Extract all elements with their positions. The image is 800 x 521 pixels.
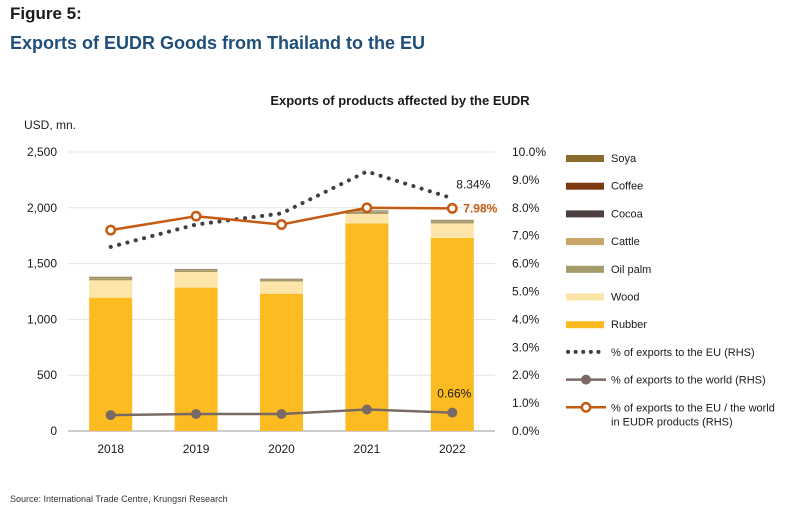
bar-rubber [430, 237, 474, 431]
legend-swatch [566, 182, 604, 190]
y-tick-label: 2,500 [27, 145, 57, 159]
annotation-eu-world-share: 7.98% [463, 201, 497, 215]
marker-eu-share-of-world [276, 219, 287, 230]
y2-tick-label: 2.0% [512, 368, 540, 382]
y-axis-label: USD, mn. [24, 118, 76, 132]
y2-tick-label: 8.0% [512, 201, 540, 215]
figure-label: Figure 5: [10, 4, 82, 23]
legend-swatch [566, 293, 604, 301]
source-note: Source: International Trade Centre, Krun… [10, 494, 228, 504]
y-tick-label: 0 [50, 424, 57, 438]
legend-swatch [566, 155, 604, 162]
bar-wood [430, 223, 474, 238]
bar-wood [345, 213, 389, 224]
legend-swatch-marker [580, 401, 592, 413]
marker-eu-share-of-world [105, 224, 117, 236]
x-tick-label: 2018 [97, 442, 124, 456]
y2-tick-label: 0.0% [512, 424, 540, 438]
legend-label: Cocoa [611, 208, 644, 220]
y2-tick-label: 5.0% [512, 285, 540, 299]
y-tick-label: 1,500 [27, 257, 57, 271]
legend-label: % of exports to the EU / the world in EUD… [611, 402, 775, 428]
legend-label: % of exports to the world (RHS) [611, 375, 766, 387]
bar-rubber [260, 293, 303, 431]
legend-label: Oil palm [611, 264, 651, 276]
annotation-eu-share: 8.34% [456, 177, 490, 191]
figure-title: Exports of EUDR Goods from Thailand to t… [10, 33, 426, 53]
marker-exports-to-world [105, 410, 116, 421]
chart-title: Exports of products affected by the EUDR [270, 93, 530, 108]
marker-eu-share-of-world [190, 210, 202, 222]
bar-wood [174, 271, 218, 288]
bar-rubber [174, 287, 218, 431]
marker-exports-to-world [361, 404, 372, 415]
x-tick-label: 2020 [268, 442, 295, 456]
x-tick-label: 2022 [439, 442, 466, 456]
legend-label: Cattle [611, 236, 640, 248]
legend-label: % of exports to the EU (RHS) [611, 347, 755, 359]
marker-exports-to-world [447, 407, 458, 418]
y2-tick-label: 6.0% [512, 257, 540, 271]
legend-swatch [566, 210, 604, 218]
bar-oil-palm [174, 270, 218, 272]
legend-label: Coffee [611, 181, 643, 193]
legend-label: Rubber [611, 319, 647, 331]
bar-wood [89, 280, 133, 298]
y2-tick-label: 1.0% [512, 396, 540, 410]
bar-wood [260, 281, 303, 294]
bar-cattle [174, 269, 218, 271]
x-tick-label: 2021 [354, 442, 381, 456]
legend-label: Wood [611, 292, 640, 304]
y2-tick-label: 9.0% [512, 173, 540, 187]
legend-swatch [566, 265, 604, 273]
marker-exports-to-world [191, 408, 202, 419]
legend-label: Soya [611, 153, 637, 165]
y2-tick-label: 3.0% [512, 340, 540, 354]
legend-swatch [566, 321, 604, 329]
bar-oil-palm [430, 221, 474, 224]
legend-swatch-marker [581, 374, 591, 385]
bar-oil-palm [260, 279, 303, 282]
marker-eu-share-of-world [361, 202, 373, 214]
y2-tick-label: 10.0% [512, 145, 546, 159]
y-tick-label: 500 [37, 368, 57, 382]
y-tick-label: 2,000 [27, 201, 57, 215]
marker-eu-share-of-world [446, 202, 458, 214]
y2-tick-label: 4.0% [512, 312, 540, 326]
marker-exports-to-world [276, 408, 287, 419]
y2-tick-label: 7.0% [512, 229, 540, 243]
legend-swatch [566, 238, 604, 246]
bar-rubber [345, 223, 389, 431]
bar-cattle [89, 277, 133, 279]
bar-rubber [89, 297, 133, 431]
x-tick-label: 2019 [183, 442, 210, 456]
y-tick-label: 1,000 [27, 312, 57, 326]
line-exports-to-eu [108, 169, 455, 249]
bar-cattle [430, 220, 474, 222]
annotation-world-share: 0.66% [437, 387, 471, 401]
bar-oil-palm [89, 278, 133, 281]
